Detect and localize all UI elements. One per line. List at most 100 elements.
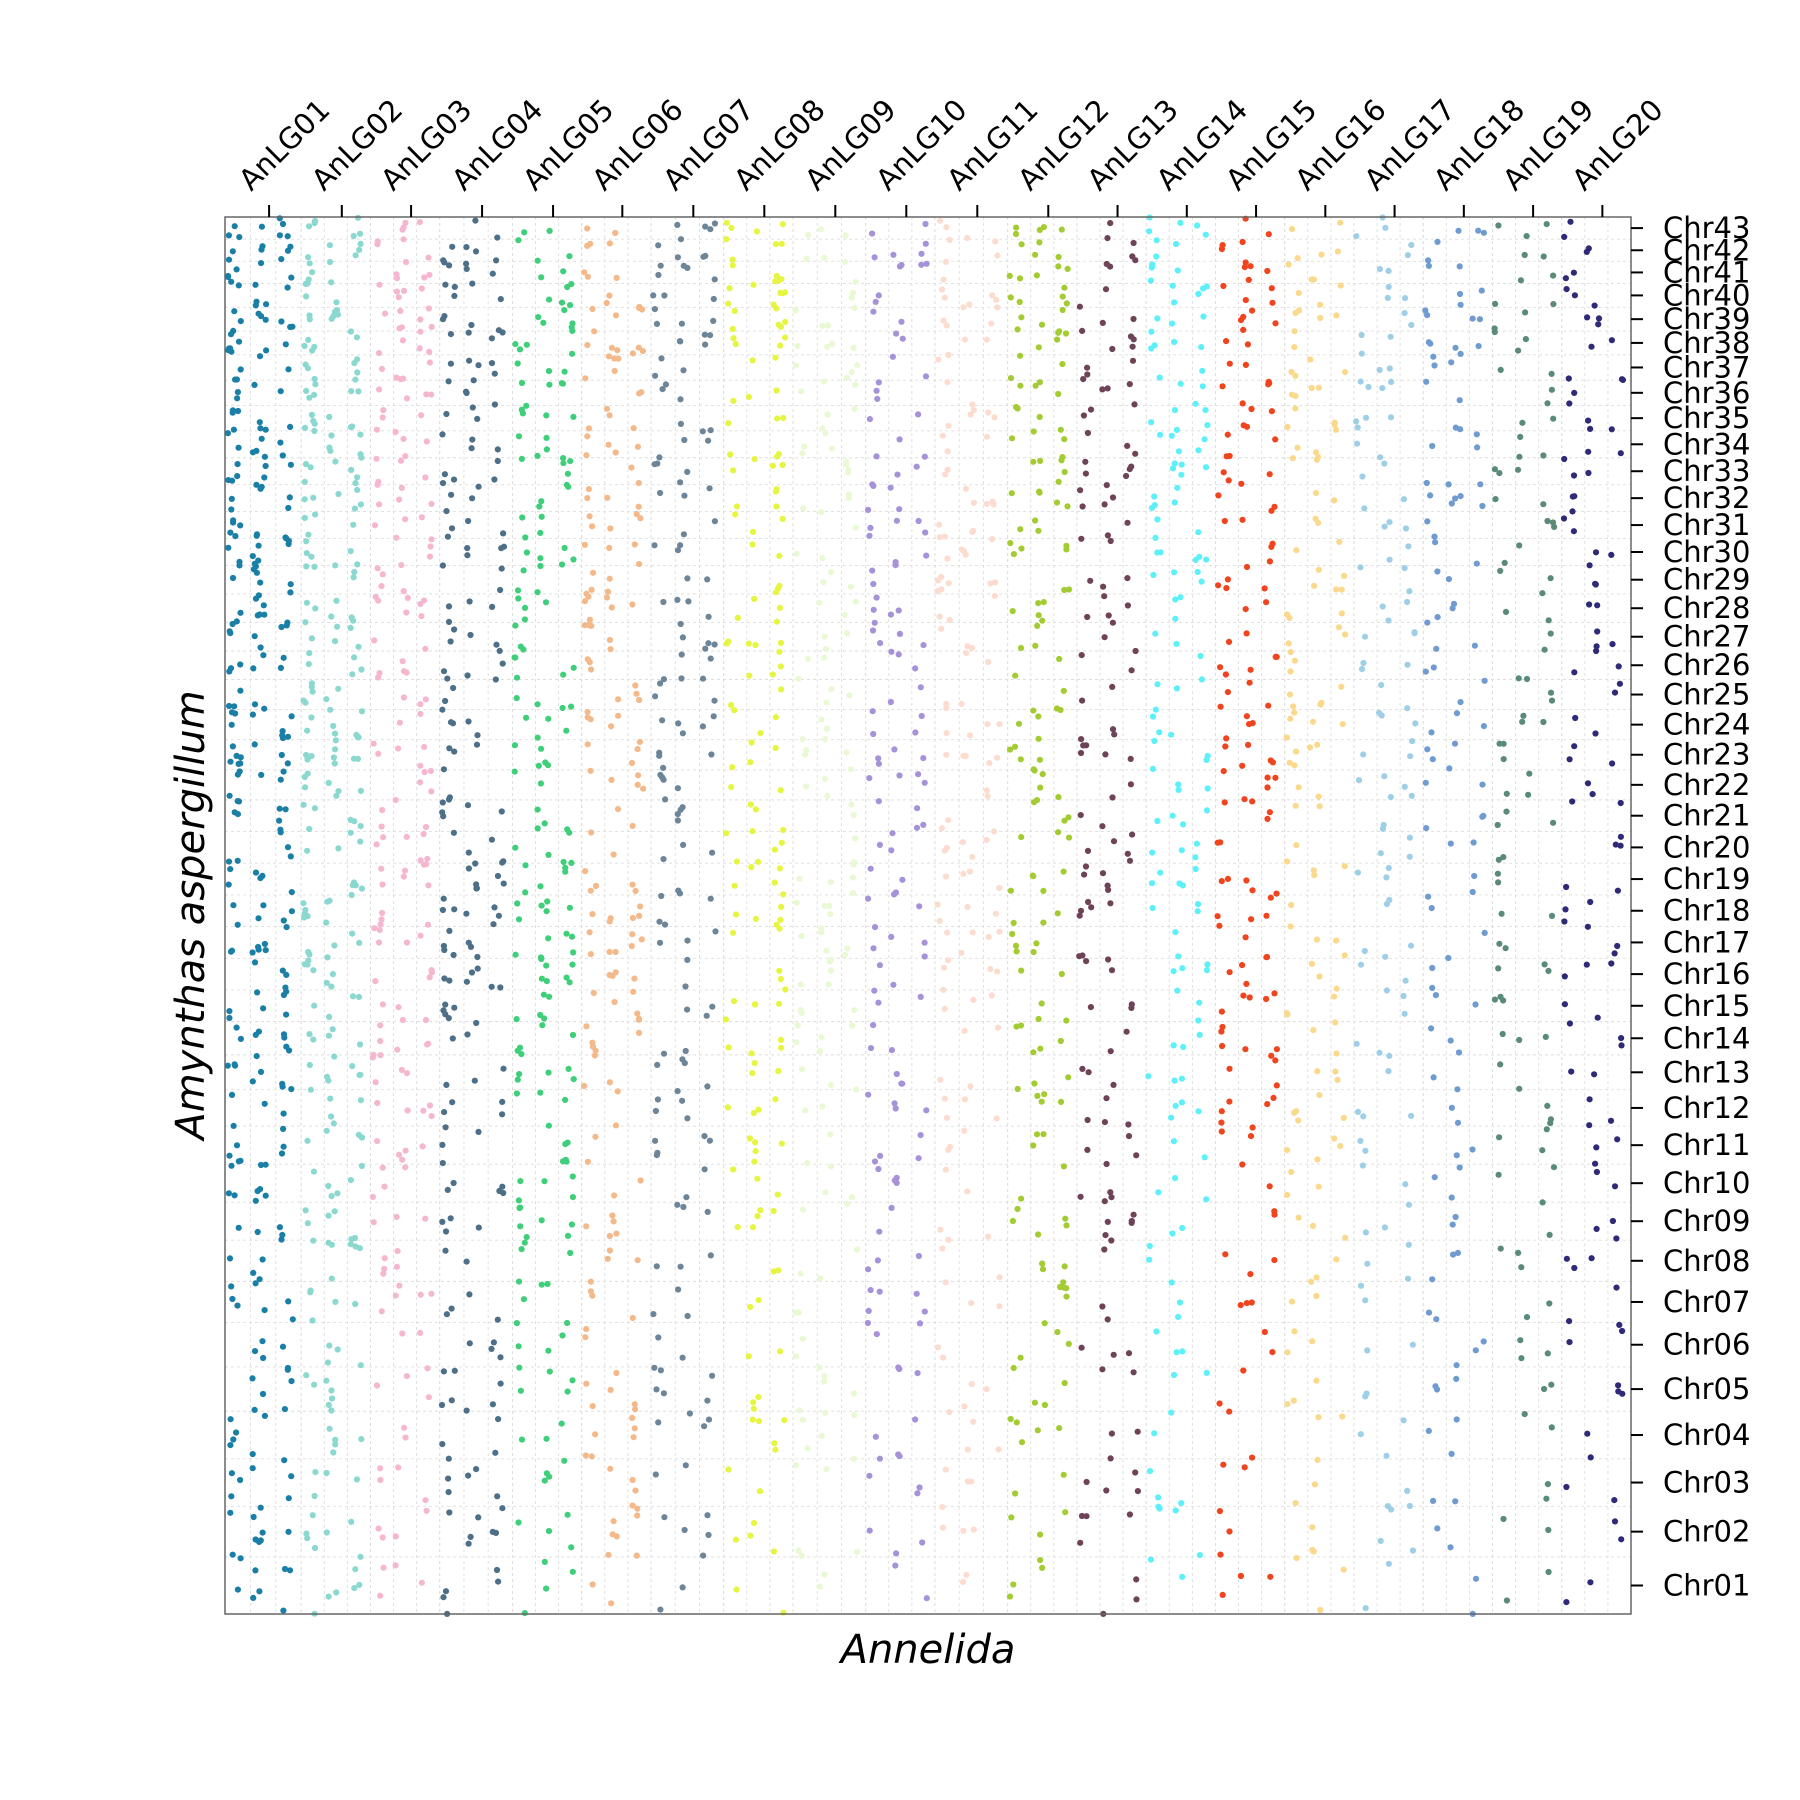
synteny-point [230, 327, 237, 334]
synteny-point [427, 767, 434, 775]
synteny-point [1408, 241, 1415, 249]
synteny-point [705, 1531, 712, 1539]
synteny-point [915, 1155, 922, 1162]
synteny-point [1010, 919, 1017, 927]
synteny-point [656, 939, 664, 946]
synteny-point [969, 853, 976, 861]
synteny-point [782, 318, 789, 326]
synteny-point [1178, 847, 1185, 854]
synteny-point [1377, 1537, 1384, 1544]
synteny-point [733, 1586, 740, 1593]
synteny-point [402, 1147, 409, 1154]
synteny-point [1423, 378, 1430, 385]
synteny-point [227, 758, 234, 765]
y-tick-label: Chr24 [1663, 708, 1750, 742]
synteny-point [1018, 545, 1025, 552]
synteny-point [233, 376, 240, 383]
synteny-point [523, 402, 530, 409]
synteny-point [1315, 519, 1322, 527]
synteny-point [730, 397, 737, 404]
synteny-point [591, 328, 598, 335]
synteny-point [799, 450, 806, 457]
synteny-point [824, 411, 831, 418]
synteny-point [1036, 413, 1043, 421]
synteny-point [1592, 730, 1599, 737]
synteny-point [777, 639, 785, 647]
synteny-point [285, 1495, 292, 1502]
synteny-point [660, 856, 667, 863]
synteny-point [1172, 1507, 1179, 1514]
synteny-point [709, 849, 716, 856]
synteny-point [1544, 400, 1551, 407]
synteny-point [1480, 229, 1487, 236]
synteny-point [1385, 864, 1392, 872]
synteny-point [1107, 1189, 1114, 1196]
synteny-point [1360, 1113, 1367, 1120]
synteny-point [605, 441, 612, 448]
synteny-point [399, 1016, 406, 1024]
synteny-point [423, 438, 430, 445]
synteny-point [1269, 299, 1276, 306]
synteny-point [877, 640, 884, 647]
synteny-point [1360, 659, 1367, 667]
synteny-point [990, 828, 998, 835]
synteny-point [1014, 1085, 1021, 1093]
synteny-point [942, 1466, 949, 1473]
synteny-point [1040, 1131, 1047, 1138]
synteny-point [1008, 490, 1015, 497]
synteny-point [852, 524, 860, 531]
synteny-point [232, 1062, 239, 1069]
synteny-point [608, 344, 616, 351]
synteny-point [311, 420, 318, 427]
synteny-point [1101, 1198, 1108, 1205]
synteny-point [866, 1472, 873, 1479]
synteny-point [1104, 235, 1111, 242]
synteny-point [397, 457, 405, 464]
synteny-point [1203, 967, 1210, 974]
synteny-point [326, 258, 334, 266]
synteny-point [302, 906, 309, 914]
synteny-point [1032, 517, 1039, 524]
synteny-point [307, 1086, 314, 1093]
synteny-point [822, 1409, 829, 1416]
synteny-point [1055, 390, 1062, 398]
synteny-point [356, 1041, 364, 1048]
synteny-point [439, 1160, 446, 1167]
synteny-point [439, 1218, 446, 1225]
synteny-point [1078, 652, 1085, 659]
synteny-point [333, 792, 340, 799]
synteny-point [403, 1070, 411, 1077]
synteny-point [357, 451, 364, 458]
synteny-point [775, 1267, 782, 1274]
synteny-point [636, 390, 643, 397]
synteny-point [1247, 1271, 1254, 1278]
synteny-point [745, 393, 753, 400]
synteny-point [1359, 473, 1366, 480]
synteny-point [799, 1416, 807, 1423]
synteny-point [226, 792, 233, 799]
synteny-point [516, 1364, 523, 1371]
synteny-point [1079, 327, 1086, 334]
synteny-point [581, 598, 589, 605]
synteny-point [249, 1375, 256, 1382]
synteny-point [1386, 556, 1393, 563]
synteny-point [590, 989, 597, 997]
synteny-point [1153, 237, 1160, 244]
synteny-point [498, 545, 505, 552]
synteny-point [706, 1137, 714, 1144]
synteny-point [661, 921, 669, 928]
y-tick-label: Chr13 [1663, 1055, 1750, 1089]
synteny-point [543, 962, 550, 969]
synteny-point [375, 750, 382, 757]
synteny-point [230, 519, 237, 526]
synteny-point [276, 1224, 283, 1231]
synteny-point [303, 751, 310, 759]
synteny-point [1172, 1102, 1179, 1109]
synteny-point [674, 221, 681, 228]
synteny-point [657, 680, 664, 687]
synteny-point [996, 884, 1003, 892]
synteny-point [393, 1213, 400, 1220]
synteny-point [1192, 865, 1199, 873]
synteny-point [606, 918, 613, 925]
synteny-point [660, 776, 667, 783]
